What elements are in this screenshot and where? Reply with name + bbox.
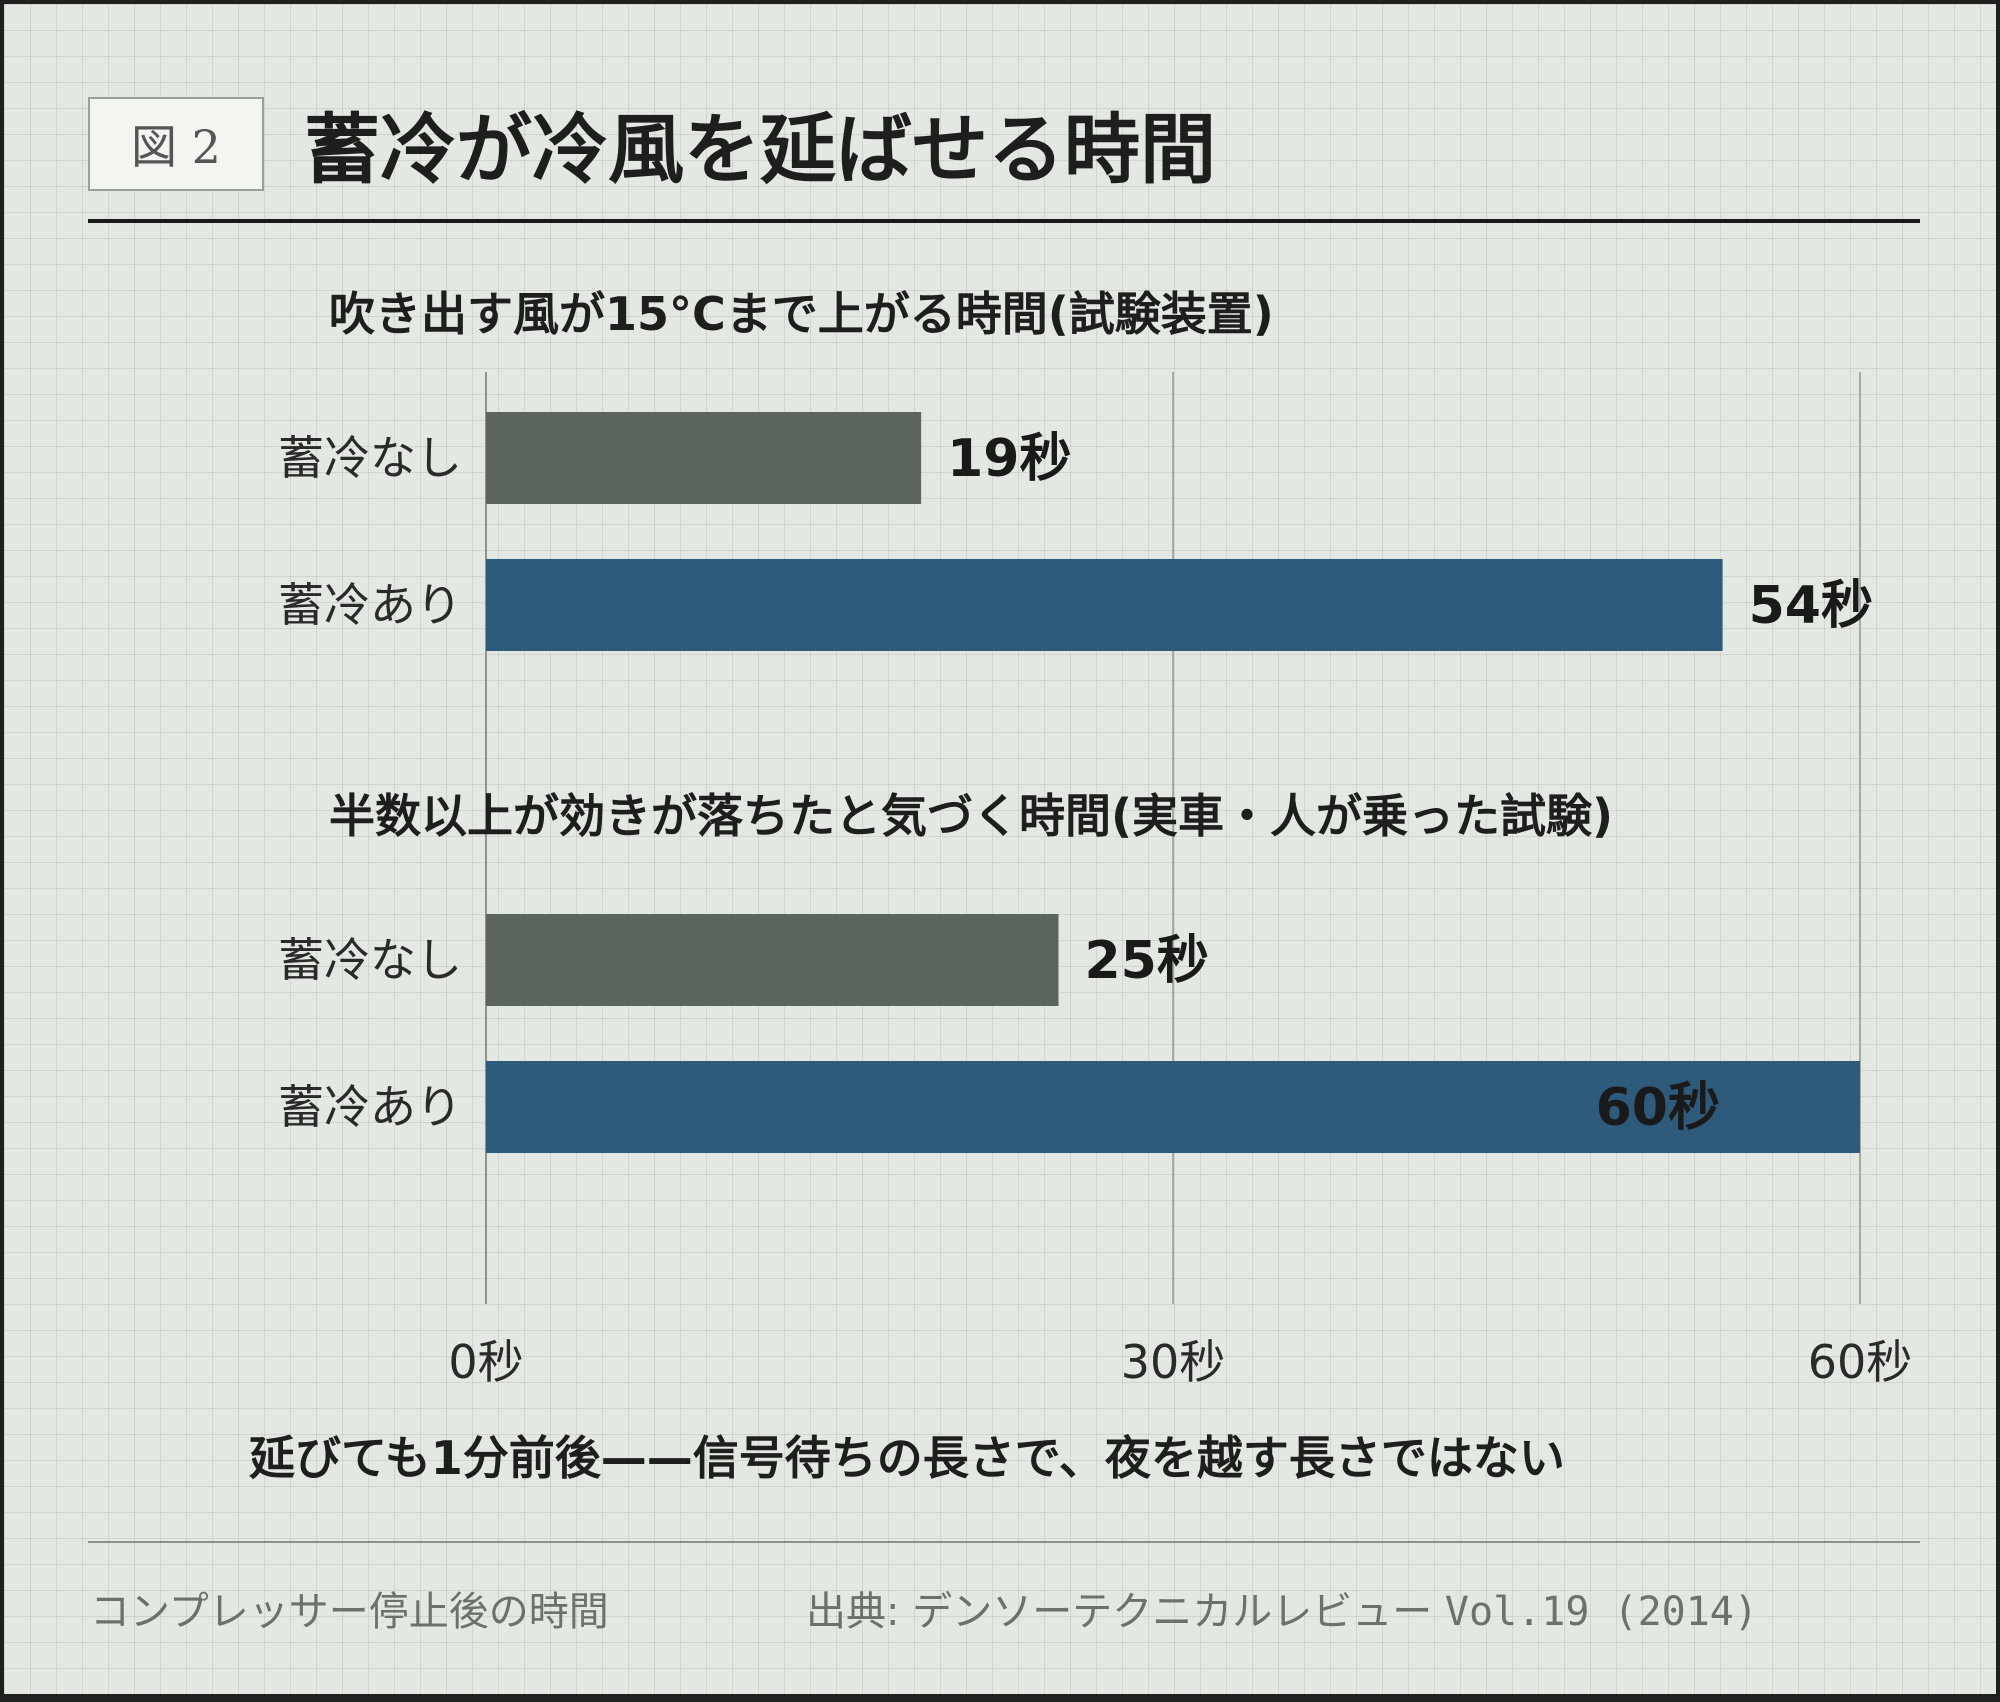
page-title: 蓄冷が冷風を延ばせる時間 bbox=[304, 105, 1216, 194]
x-tick-label: 30秒 bbox=[1121, 1335, 1226, 1389]
footer-source: 出典: デンソーテクニカルレビュー Vol.19 (2014) bbox=[806, 1579, 1758, 1637]
data-label: 25秒 bbox=[1085, 931, 1209, 991]
footer-note: コンプレッサー停止後の時間 bbox=[90, 1589, 609, 1635]
source-volume: Vol.19 (2014) bbox=[1444, 1589, 1758, 1635]
x-axis-ticks: 0秒 30秒 60秒 bbox=[448, 1335, 1912, 1389]
bar-group-2: 半数以上が効きが落ちたと気づく時間(実車・人が乗った試験) 蓄冷なし 25秒蓄冷あり… bbox=[278, 789, 1860, 1153]
title-divider bbox=[88, 219, 1920, 223]
x-tick-label: 0秒 bbox=[448, 1335, 523, 1389]
category-label: 蓄冷あり bbox=[278, 1080, 462, 1134]
group-title: 半数以上が効きが落ちたと気づく時間(実車・人が乗った試験) bbox=[329, 789, 1613, 843]
category-label: 蓄冷あり bbox=[278, 578, 462, 632]
data-label: 60秒 bbox=[1596, 1078, 1720, 1138]
category-label: 蓄冷なし bbox=[278, 431, 462, 485]
bar bbox=[486, 914, 1059, 1006]
chart-subtitle: 延びても1分前後——信号待ちの長さで、夜を越す長さではない bbox=[249, 1431, 1565, 1485]
bar bbox=[486, 412, 922, 504]
source-text: 出典: デンソーテクニカルレビュー bbox=[806, 1589, 1445, 1635]
footer-divider bbox=[88, 1541, 1920, 1543]
x-tick-label: 60秒 bbox=[1808, 1335, 1913, 1389]
data-label: 54秒 bbox=[1749, 576, 1873, 636]
category-label: 蓄冷なし bbox=[278, 933, 462, 987]
bar bbox=[486, 1061, 1860, 1153]
group-title: 吹き出す風が15°Cまで上がる時間(試験装置) bbox=[329, 287, 1274, 341]
figure-label: 図 2 bbox=[88, 97, 264, 191]
bar bbox=[486, 559, 1723, 651]
data-label: 19秒 bbox=[947, 429, 1071, 489]
